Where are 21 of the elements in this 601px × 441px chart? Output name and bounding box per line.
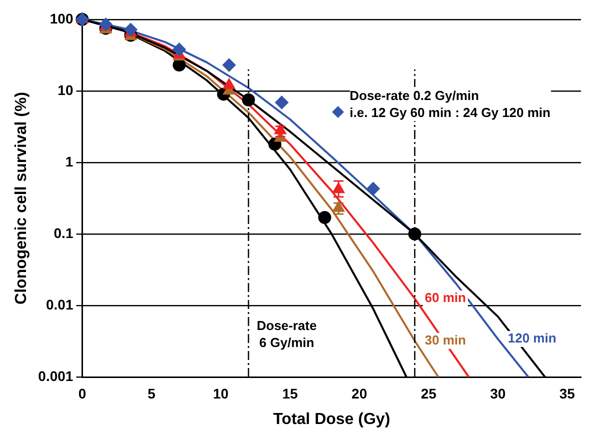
y-tick-label: 1: [65, 153, 74, 170]
x-tick-label: 30: [490, 385, 506, 402]
x-axis-title: Total Dose (Gy): [273, 410, 390, 428]
series-label: 60 min: [424, 290, 466, 306]
x-tick-label: 20: [352, 385, 368, 402]
y-tick-label: 100: [50, 10, 74, 26]
x-tick-label: 25: [420, 385, 437, 402]
series-label: 30 min: [424, 332, 466, 348]
x-tick-label: 15: [282, 385, 298, 402]
y-tick-label: 0.001: [38, 368, 74, 384]
y-tick-label: 10: [58, 82, 74, 98]
legend-label: Dose-rate 0.2 Gy/min i.e. 12 Gy 60 min : 24 Gy 120 min: [350, 87, 550, 122]
y-axis-title: Clonogenic cell survival (%): [13, 92, 30, 304]
x-tick-label: 35: [559, 385, 576, 402]
x-tick-label: 10: [212, 385, 229, 402]
annotation: Dose-rate 6 Gy/min: [256, 318, 317, 350]
y-tick-label: 0.01: [46, 296, 74, 312]
x-tick-label: 0: [78, 385, 86, 402]
y-tick-label: 0.1: [54, 224, 74, 241]
series-label: 120 min: [508, 330, 556, 346]
x-tick-label: 5: [148, 385, 156, 402]
